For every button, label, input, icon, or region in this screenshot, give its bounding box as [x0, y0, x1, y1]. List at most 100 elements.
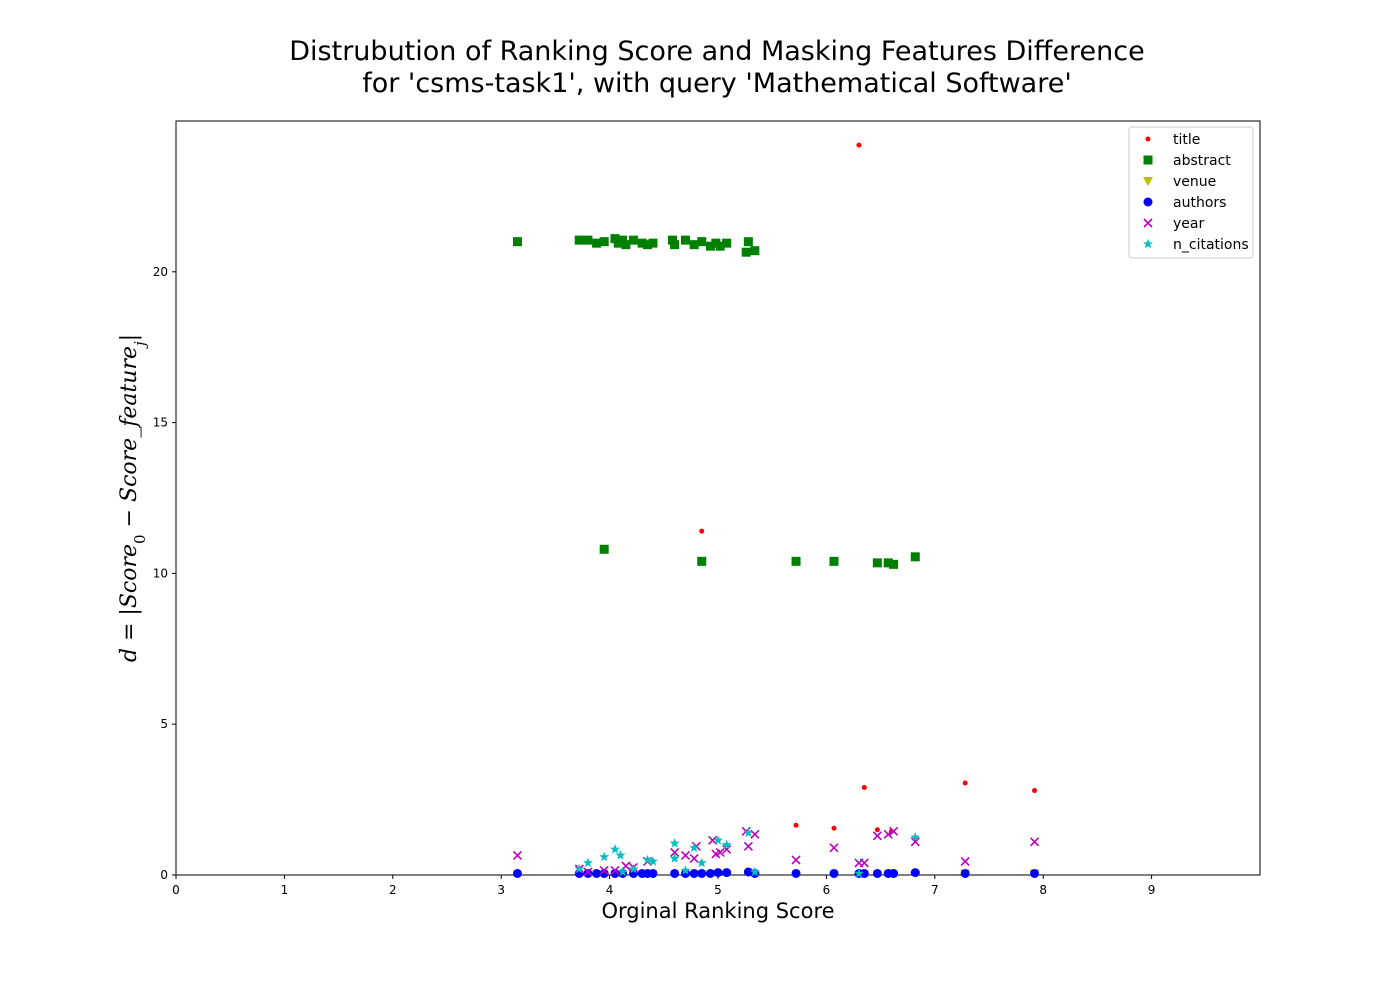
year-point — [708, 835, 718, 845]
n-citations-point — [669, 838, 680, 848]
year-point — [670, 847, 680, 857]
x-tick-label: 9 — [1148, 883, 1156, 897]
title-point — [831, 825, 837, 831]
n-citations-point — [669, 853, 680, 863]
x-tick-label: 4 — [606, 883, 614, 897]
n-citations-point — [749, 866, 760, 877]
abstract-point — [628, 235, 638, 245]
x-tick-label: 1 — [281, 883, 289, 897]
y-tick-label: 15 — [153, 416, 168, 430]
authors-point — [713, 868, 723, 878]
authors-point — [872, 868, 882, 878]
legend-item-title: title — [1145, 132, 1200, 148]
abstract-point — [680, 235, 690, 245]
n-citations-point — [910, 832, 921, 842]
n-citations-point — [617, 866, 628, 877]
authors-point — [859, 868, 869, 878]
x-tick-label: 6 — [823, 883, 831, 897]
authors-point — [583, 868, 593, 878]
legend-item-venue: venue — [1143, 174, 1216, 190]
legend-marker-n-citations — [1143, 238, 1153, 249]
legend-label: authors — [1173, 195, 1226, 211]
year-point — [872, 831, 882, 841]
y-axis-ticks: 0 5 10 15 20 — [153, 265, 176, 882]
legend-label: title — [1173, 132, 1200, 148]
x-tick-label: 3 — [497, 883, 505, 897]
chart-title-line-2: for 'csms-task1', with query 'Mathematic… — [362, 68, 1072, 99]
n-citations-point — [743, 827, 754, 837]
n-citations-point — [648, 856, 658, 866]
y-tick-label: 10 — [153, 566, 168, 580]
x-tick-label: 2 — [389, 883, 397, 897]
abstract-point — [750, 246, 760, 256]
legend-item-n-citations: n_citations — [1143, 237, 1249, 253]
year-point — [599, 865, 609, 876]
year-point — [610, 865, 620, 876]
authors-point — [889, 868, 899, 878]
n-citations-point — [689, 842, 700, 853]
authors-point — [648, 868, 658, 878]
abstract-point — [872, 558, 882, 568]
year-point — [791, 855, 801, 865]
abstract-point — [791, 556, 801, 566]
year-point — [883, 829, 893, 839]
plot-area — [175, 120, 1261, 876]
legend-label: year — [1173, 216, 1204, 232]
abstract-point — [592, 238, 602, 248]
year-point — [680, 850, 691, 860]
title-point — [874, 827, 880, 833]
legend-marker-abstract — [1143, 155, 1153, 165]
abstract-point — [670, 240, 680, 250]
authors-point — [791, 868, 801, 878]
x-tick-label: 0 — [172, 883, 180, 897]
year-point — [689, 853, 699, 863]
x-axis-label: Orginal Ranking Score — [601, 899, 834, 923]
year-point — [583, 867, 593, 877]
legend-item-abstract: abstract — [1143, 153, 1231, 169]
title-point — [1032, 788, 1038, 794]
year-point — [1029, 837, 1040, 847]
abstract-point — [829, 556, 839, 566]
authors-point — [689, 868, 699, 878]
authors-point — [512, 868, 522, 878]
legend-label: n_citations — [1173, 237, 1249, 253]
year-point — [960, 856, 970, 866]
n-citations-point — [680, 865, 691, 875]
legend: title abstract venue authors year n_citations — [1128, 126, 1254, 259]
legend-marker-title — [1145, 136, 1151, 142]
n-citations-point — [599, 851, 610, 862]
n-citations-point — [610, 844, 620, 854]
x-axis-ticks: 0 1 2 3 4 5 6 7 8 9 — [172, 875, 1155, 897]
abstract-point — [621, 240, 631, 250]
chart-title-line-1: Distrubution of Ranking Score and Maskin… — [289, 36, 1144, 67]
x-tick-label: 5 — [714, 883, 722, 897]
abstract-point — [599, 544, 609, 554]
authors-point — [697, 868, 707, 878]
y-tick-label: 5 — [160, 717, 168, 731]
authors-point — [680, 868, 690, 878]
title-point — [793, 822, 799, 828]
abstract-point — [722, 238, 732, 248]
legend-item-year: year — [1143, 216, 1204, 232]
n-citations-point — [615, 850, 626, 860]
title-point — [861, 785, 867, 791]
abstract-point — [574, 235, 584, 245]
authors-point — [610, 868, 620, 878]
n-citations-point — [713, 835, 723, 845]
authors-point — [599, 868, 609, 878]
series-layer — [512, 142, 1040, 879]
abstract-point — [697, 556, 707, 566]
series-n-citations — [574, 827, 921, 878]
authors-point — [670, 868, 680, 878]
y-axis-label: d = |Score0 − Score_featurej| — [117, 334, 149, 662]
authors-point — [592, 868, 602, 878]
authors-point — [910, 868, 920, 878]
title-point — [699, 528, 705, 534]
legend-marker-authors — [1143, 197, 1153, 207]
authors-point — [1030, 868, 1040, 878]
abstract-point — [743, 237, 753, 247]
n-citations-point — [853, 868, 864, 878]
year-point — [722, 844, 732, 854]
legend-item-authors: authors — [1143, 195, 1226, 211]
x-tick-label: 7 — [931, 883, 939, 897]
